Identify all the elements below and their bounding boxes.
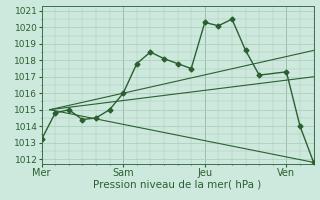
X-axis label: Pression niveau de la mer( hPa ): Pression niveau de la mer( hPa ) — [93, 180, 262, 190]
